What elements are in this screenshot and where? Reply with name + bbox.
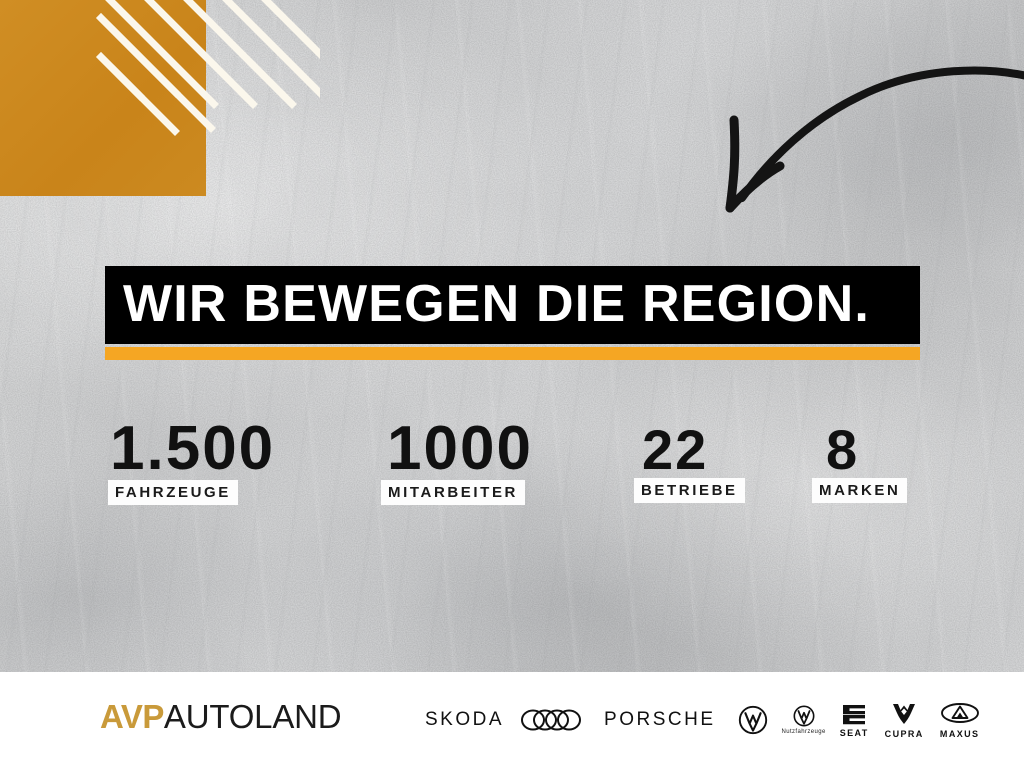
brand-porsche[interactable]: PORSCHE — [604, 709, 715, 731]
brand-seat[interactable]: SEAT — [840, 703, 869, 738]
cupra-label: CUPRA — [884, 728, 924, 739]
brand-volkswagen-nutzfahrzeuge[interactable]: Nutzfahrzeuge — [782, 705, 826, 735]
stat-betriebe: 22 BETRIEBE — [634, 422, 745, 503]
headline-orange-rule — [105, 347, 920, 360]
headline-text: WIR BEWEGEN DIE REGION. — [123, 275, 870, 333]
brand-logos-row: SKODA PORSCHE — [425, 682, 979, 758]
stat-value: 1000 — [387, 414, 533, 483]
brand-maxus[interactable]: MAXUS — [940, 702, 980, 739]
stats-row: 1.500 FAHRZEUGE 1000 MITARBEITER 22 BETR… — [0, 418, 1024, 518]
brand-cupra[interactable]: CUPRA — [885, 702, 924, 739]
stat-label: FAHRZEUGE — [108, 480, 238, 505]
skoda-logo: SKODA — [425, 709, 505, 730]
maxus-label: MAXUS — [939, 728, 980, 739]
curved-arrow-down-left-icon — [725, 66, 1024, 213]
avp-logo-word: AUTOLAND — [163, 698, 342, 735]
seat-logo — [843, 704, 866, 724]
diagonal-stripes-icon — [96, 0, 320, 136]
stat-value: 22 — [642, 418, 709, 481]
audi-rings-logo — [521, 709, 582, 731]
footer-bar: AVP AUTOLAND SKODA — [0, 672, 1024, 768]
headline-bar: WIR BEWEGEN DIE REGION. — [105, 266, 920, 344]
headline-block: WIR BEWEGEN DIE REGION. — [105, 266, 920, 360]
stat-label: MITARBEITER — [381, 480, 525, 505]
stat-mitarbeiter: 1000 MITARBEITER — [381, 418, 533, 505]
corner-decoration — [0, 0, 320, 210]
orange-square — [0, 0, 206, 196]
stat-value: 8 — [826, 418, 860, 481]
stat-label: MARKEN — [812, 478, 908, 503]
stat-fahrzeuge: 1.500 FAHRZEUGE — [108, 418, 275, 505]
volkswagen-logo — [738, 705, 767, 735]
avp-autoland-logo[interactable]: AVP AUTOLAND — [100, 698, 342, 735]
cupra-logo — [893, 703, 916, 724]
seat-label: SEAT — [839, 727, 869, 738]
stat-value: 1.500 — [110, 414, 276, 483]
brand-audi[interactable] — [520, 708, 584, 732]
porsche-logo: PORSCHE — [604, 709, 716, 730]
vw-nutzfahrzeuge-label: Nutzfahrzeuge — [781, 729, 826, 735]
stat-marken: 8 MARKEN — [812, 418, 908, 503]
stat-label: BETRIEBE — [634, 478, 745, 503]
brand-skoda[interactable]: SKODA — [425, 709, 504, 731]
avp-logo-mark: AVP — [100, 698, 164, 735]
volkswagen-nutzfahrzeuge-logo — [793, 705, 815, 727]
brand-volkswagen[interactable] — [738, 705, 768, 735]
maxus-logo — [940, 702, 979, 723]
